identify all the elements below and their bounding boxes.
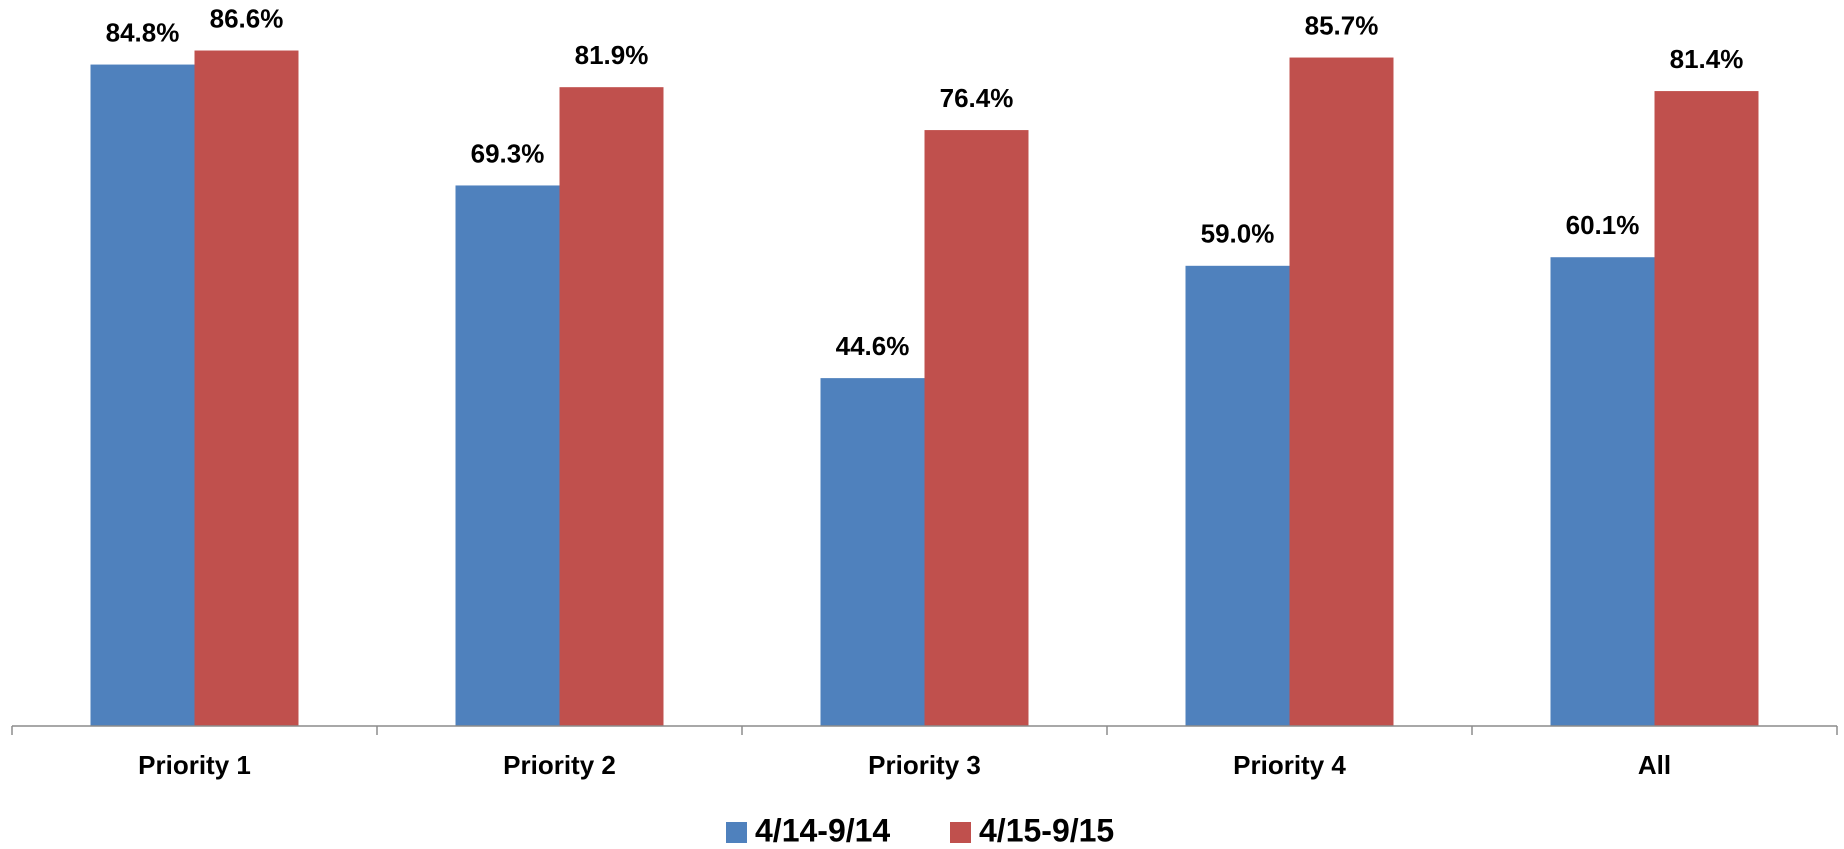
data-label: 59.0% xyxy=(1201,219,1275,249)
bar xyxy=(924,130,1029,726)
data-label: 69.3% xyxy=(471,138,545,168)
data-label: 84.8% xyxy=(106,17,180,47)
bar xyxy=(1289,57,1394,727)
bar xyxy=(1654,91,1759,726)
bar xyxy=(194,50,299,726)
legend-label: 4/15-9/15 xyxy=(979,812,1114,848)
bar xyxy=(559,87,664,727)
bar xyxy=(455,185,560,726)
bar xyxy=(820,378,925,726)
legend-swatch xyxy=(726,822,747,843)
data-label: 76.4% xyxy=(940,83,1014,113)
data-label: 81.9% xyxy=(575,40,649,70)
legend-label: 4/14-9/14 xyxy=(755,812,890,848)
data-label: 85.7% xyxy=(1305,10,1379,40)
data-label: 81.4% xyxy=(1670,44,1744,74)
bar xyxy=(1185,265,1290,726)
data-label: 44.6% xyxy=(836,331,910,361)
data-label: 86.6% xyxy=(210,3,284,33)
x-tick-label: Priority 4 xyxy=(1233,750,1346,780)
bar xyxy=(1550,257,1655,726)
x-tick-label: Priority 2 xyxy=(503,750,616,780)
x-tick-label: Priority 1 xyxy=(138,750,251,780)
x-tick-label: Priority 3 xyxy=(868,750,981,780)
bar xyxy=(90,64,195,726)
x-tick-label: All xyxy=(1638,750,1671,780)
data-label: 60.1% xyxy=(1566,210,1640,240)
legend-swatch xyxy=(950,822,971,843)
